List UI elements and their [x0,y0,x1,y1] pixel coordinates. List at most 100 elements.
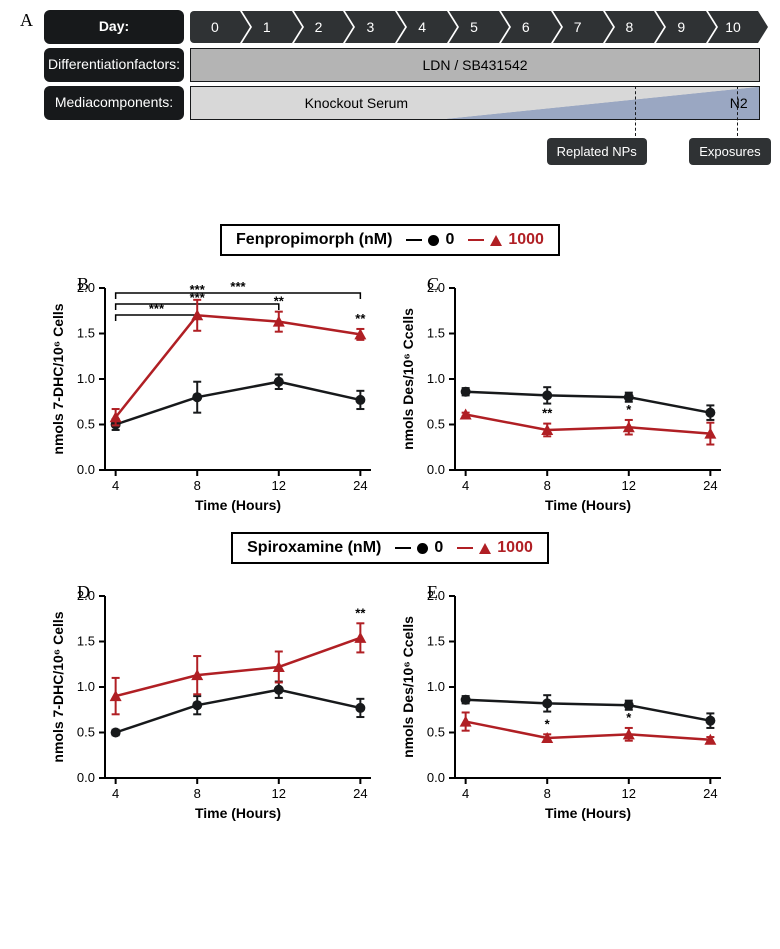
svg-text:***: *** [190,282,206,297]
svg-text:Time (Hours): Time (Hours) [545,805,631,821]
svg-text:12: 12 [272,786,286,801]
legend2-item-1000: 1000 [457,539,533,557]
svg-text:0.0: 0.0 [427,770,445,785]
legend-triangle-icon [479,543,491,554]
svg-text:Time (Hours): Time (Hours) [195,805,281,821]
dashed-line-2 [737,86,738,136]
svg-text:1.5: 1.5 [427,634,445,649]
dashed-line-1 [635,86,636,136]
media-n2-text: N2 [730,95,748,111]
chart-row-bc: B0.00.51.01.52.0481224Time (Hours)nmols … [20,270,760,520]
timeline-callouts: Replated NPs Exposures [190,124,760,184]
legend1-label-0: 0 [445,231,454,249]
svg-text:2.0: 2.0 [77,588,95,603]
svg-text:1.5: 1.5 [427,326,445,341]
svg-text:0.5: 0.5 [427,417,445,432]
diff-factors-bar: LDN / SB431542 [190,48,760,82]
legend-fenpropimorph: Fenpropimorph (nM) 0 1000 [220,224,560,256]
legend2-label-0: 0 [434,539,443,557]
legend1-title: Fenpropimorph (nM) [236,231,392,249]
svg-text:24: 24 [353,478,367,493]
svg-text:0.0: 0.0 [77,770,95,785]
svg-text:4: 4 [112,786,119,801]
svg-text:**: ** [355,311,366,326]
svg-text:8: 8 [194,478,201,493]
media-gradient [447,87,759,119]
panel-label-a: A [20,10,33,31]
svg-text:Time (Hours): Time (Hours) [545,497,631,513]
svg-text:1.5: 1.5 [77,326,95,341]
svg-text:nmols Des/10⁶ Ccells: nmols Des/10⁶ Ccells [400,616,416,758]
svg-text:24: 24 [703,786,717,801]
svg-text:8: 8 [544,478,551,493]
legend-circle-icon [428,235,439,246]
legend1-item-1000: 1000 [468,231,544,249]
svg-text:0.5: 0.5 [77,417,95,432]
legend1-item-0: 0 [406,231,454,249]
legend2-title: Spiroxamine (nM) [247,539,381,557]
chart-row-de: D0.00.51.01.52.0481224Time (Hours)nmols … [20,578,760,828]
svg-text:4: 4 [462,786,469,801]
svg-text:**: ** [355,605,366,620]
svg-text:*: * [545,716,551,731]
day-label-text: Day: [99,19,129,34]
svg-text:1.0: 1.0 [427,679,445,694]
legend-fenpropimorph-wrap: Fenpropimorph (nM) 0 1000 [20,224,760,262]
legend-line-black-icon [395,547,411,549]
callout-exposures: Exposures [689,138,770,165]
svg-text:12: 12 [272,478,286,493]
diff-factors-label: Differentiationfactors: [44,48,184,82]
svg-text:2.0: 2.0 [427,588,445,603]
svg-text:Time (Hours): Time (Hours) [195,497,281,513]
legend-line-black-icon [406,239,422,241]
media-ko-text: Knockout Serum [305,95,409,111]
timeline-diff-row: Differentiationfactors: LDN / SB431542 [44,48,760,82]
svg-text:12: 12 [622,478,636,493]
panel-c-chart: C0.00.51.01.52.0481224Time (Hours)nmols … [395,270,735,520]
day-label: Day: [44,10,184,44]
legend2-label-1000: 1000 [497,539,533,557]
legend-spiroxamine-wrap: Spiroxamine (nM) 0 1000 [20,532,760,570]
panel-a-timeline: Day: 012345678910 Differentiationfactors… [44,10,760,184]
svg-text:***: *** [230,279,246,294]
svg-text:1.5: 1.5 [77,634,95,649]
day-chevron: 0 [190,11,240,43]
legend-triangle-icon [490,235,502,246]
svg-text:4: 4 [462,478,469,493]
legend-line-red-icon [457,547,473,549]
panel-b-chart: B0.00.51.01.52.0481224Time (Hours)nmols … [45,270,385,520]
svg-text:1.0: 1.0 [77,371,95,386]
panel-d-chart: D0.00.51.01.52.0481224Time (Hours)nmols … [45,578,385,828]
timeline-media-row: Mediacomponents: Knockout Serum N2 [44,86,760,120]
svg-text:**: ** [274,294,285,309]
legend-circle-icon [417,543,428,554]
legend1-label-1000: 1000 [508,231,544,249]
svg-text:24: 24 [353,786,367,801]
svg-text:1.0: 1.0 [77,679,95,694]
svg-text:24: 24 [703,478,717,493]
svg-text:nmols 7-DHC/10⁶ Cells: nmols 7-DHC/10⁶ Cells [50,303,66,454]
legend-spiroxamine: Spiroxamine (nM) 0 1000 [231,532,549,564]
callout-replated: Replated NPs [547,138,647,165]
svg-text:0.5: 0.5 [77,725,95,740]
svg-text:12: 12 [622,786,636,801]
svg-text:2.0: 2.0 [427,280,445,295]
svg-text:*: * [626,710,632,725]
media-components-label: Mediacomponents: [44,86,184,120]
figure: A Day: 012345678910 Differentiationfacto… [20,10,760,828]
svg-text:4: 4 [112,478,119,493]
svg-text:0.5: 0.5 [427,725,445,740]
legend-line-red-icon [468,239,484,241]
svg-text:2.0: 2.0 [77,280,95,295]
legend2-item-0: 0 [395,539,443,557]
svg-text:nmols 7-DHC/10⁶ Cells: nmols 7-DHC/10⁶ Cells [50,611,66,762]
svg-text:1.0: 1.0 [427,371,445,386]
svg-text:8: 8 [194,786,201,801]
svg-text:nmols Des/10⁶ Ccells: nmols Des/10⁶ Ccells [400,308,416,450]
timeline-day-row: Day: 012345678910 [44,10,760,44]
svg-text:**: ** [542,406,553,421]
svg-text:0.0: 0.0 [77,462,95,477]
day-chevrons: 012345678910 [190,11,760,43]
svg-text:*: * [626,402,632,417]
svg-text:0.0: 0.0 [427,462,445,477]
